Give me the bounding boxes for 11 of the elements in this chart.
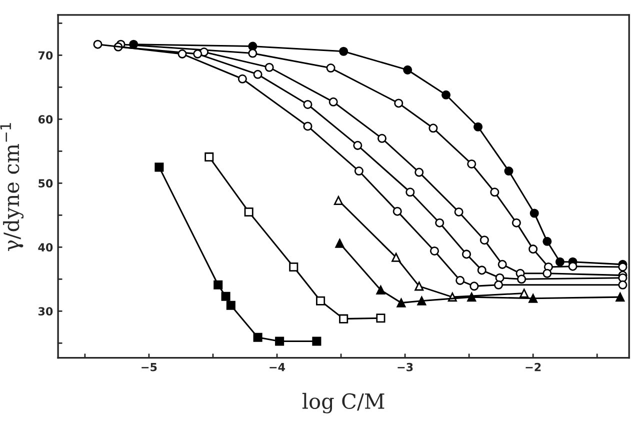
x-tick-label: −3	[398, 362, 413, 372]
x-tick-label: −2	[526, 362, 541, 372]
y-axis-title: γ/dyne cm$^{−1}$	[0, 123, 24, 252]
y-tick-label: 40	[38, 243, 53, 252]
y-tick-label: 30	[38, 307, 53, 316]
y-tick-label: 50	[38, 179, 53, 188]
x-tick-label: −5	[142, 363, 157, 372]
y-tick-label: 70	[38, 51, 53, 60]
x-axis-title: log C/M	[302, 392, 384, 414]
x-tick-label: −4	[270, 363, 286, 372]
y-tick-label: 60	[38, 115, 53, 124]
